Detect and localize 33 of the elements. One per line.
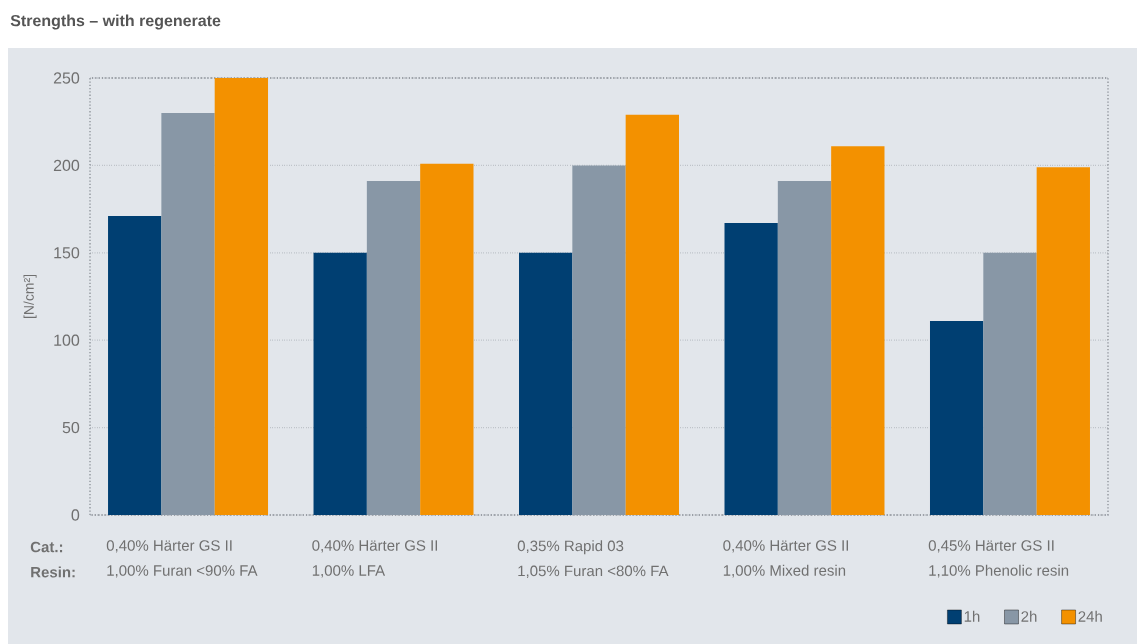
x-tick-label: 0,45% Härter GS II 1,10% Phenolic resin — [928, 540, 1069, 578]
legend-label: 1h — [964, 610, 980, 622]
bar — [929, 320, 984, 515]
bar — [161, 112, 215, 515]
legend-label: 24h — [1078, 610, 1102, 622]
bar — [831, 146, 885, 515]
text: Cat.: — [30, 541, 63, 553]
y-tick-label: 50 — [62, 421, 80, 434]
x-tick-label: 0,35% Rapid 03 1,05% Furan <80% FA — [517, 540, 669, 578]
x-tick-label: 0,40% Härter GS II 1,00% LFA — [312, 540, 438, 578]
text: Resin: — [31, 566, 75, 578]
y-tick-label: 200 — [53, 159, 80, 172]
legend-label: 2h — [1021, 610, 1037, 622]
bar — [1036, 167, 1090, 515]
bar — [572, 165, 626, 515]
bar — [519, 252, 573, 515]
bar — [420, 163, 474, 515]
chart-title: Strengths – with regenerate — [10, 14, 221, 30]
y-tick-label: 250 — [53, 72, 80, 84]
bar — [366, 181, 421, 515]
bar — [777, 181, 832, 515]
y-tick-label: 0 — [71, 509, 80, 521]
bar — [313, 252, 367, 515]
bar — [625, 114, 679, 515]
bar — [983, 252, 1037, 515]
x-tick-label: 0,40% Härter GS II 1,00% Furan <90% FA — [106, 540, 258, 578]
x-tick-label: 0,40% Härter GS II 1,00% Mixed resin — [723, 540, 849, 578]
bar — [108, 216, 162, 515]
y-tick-label: 150 — [54, 247, 80, 259]
y-axis-title: [N/cm²] — [23, 274, 37, 319]
bar — [214, 77, 269, 515]
y-tick-label: 100 — [54, 334, 80, 346]
bar — [724, 223, 778, 515]
